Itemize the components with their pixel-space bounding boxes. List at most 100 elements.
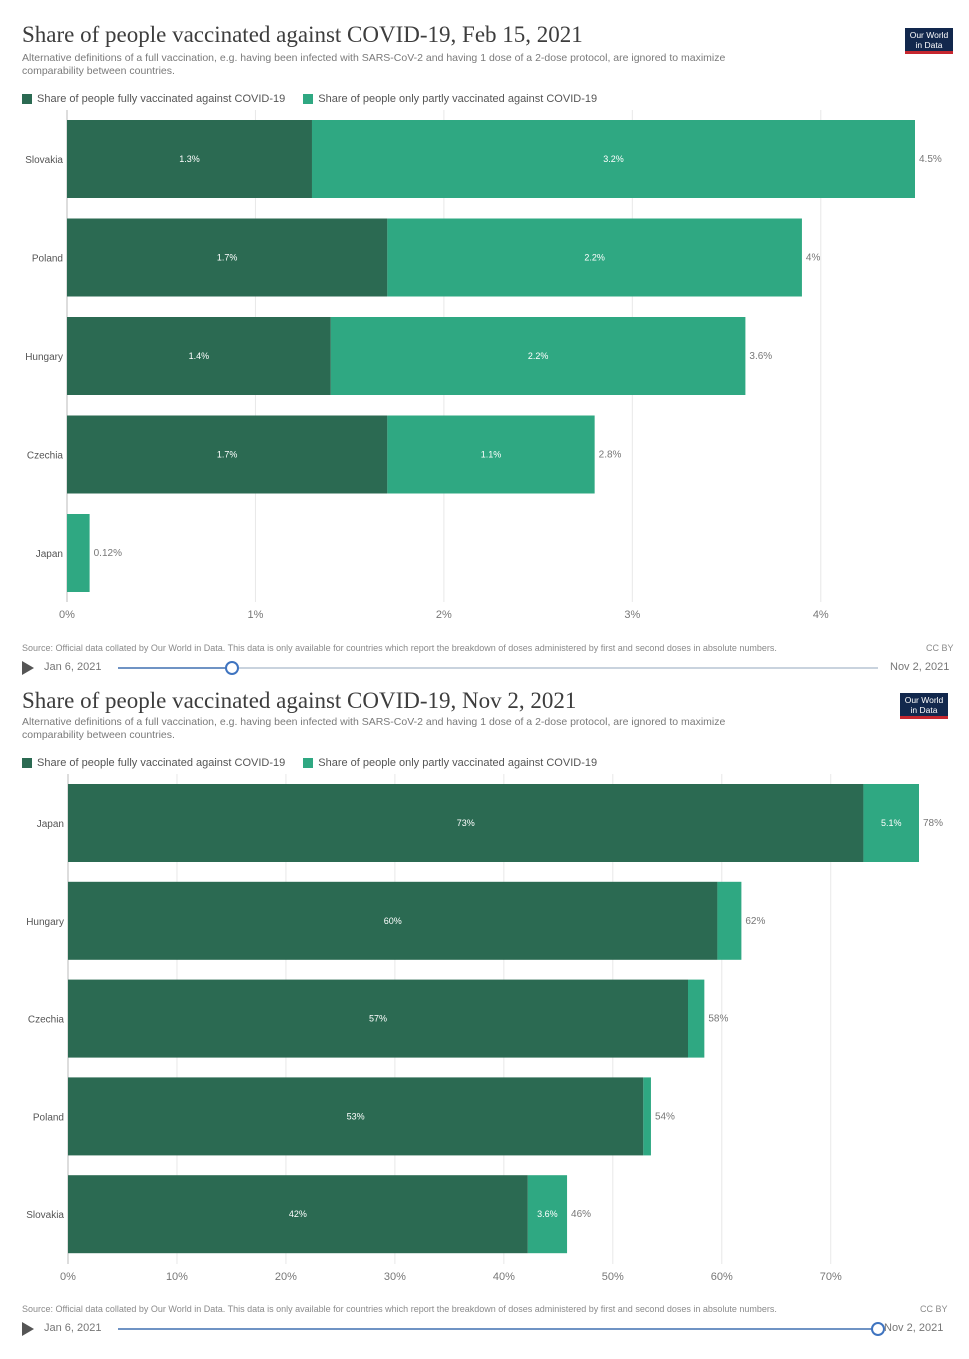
- bar-segment-partly-vaccinated[interactable]: [687, 979, 705, 1058]
- bar-value-label: 3.2%: [603, 154, 624, 164]
- chart-subtitle: Alternative definitions of a full vaccin…: [22, 52, 842, 78]
- bar-segment-partly-vaccinated[interactable]: [311, 120, 915, 198]
- legend-label: Share of people only partly vaccinated a…: [318, 93, 598, 105]
- chart-panel-nov: Share of people vaccinated against COVID…: [0, 680, 969, 1359]
- x-tick-label: 30%: [384, 1271, 406, 1283]
- logo-text-line: Our World: [909, 30, 949, 40]
- logo-text-line: in Data: [910, 705, 938, 715]
- play-icon[interactable]: [22, 661, 34, 675]
- legend-item-partial[interactable]: Share of people only partly vaccinated a…: [303, 757, 597, 769]
- category-label: Hungary: [26, 917, 64, 928]
- x-tick-label: 20%: [275, 1271, 297, 1283]
- x-tick-label: 10%: [166, 1271, 188, 1283]
- bar-segment-partly-vaccinated[interactable]: [387, 218, 802, 297]
- timeline-progress: [118, 1328, 878, 1330]
- bar-segment-fully-vaccinated[interactable]: [67, 415, 388, 494]
- legend-swatch-full: [22, 94, 32, 104]
- bar-total-label: 78%: [923, 818, 943, 829]
- chart-legend: Share of people fully vaccinated against…: [22, 93, 597, 105]
- x-tick-label: 40%: [493, 1271, 515, 1283]
- bar-value-label: 2.2%: [528, 351, 549, 361]
- bar-segment-fully-vaccinated[interactable]: [68, 1077, 644, 1156]
- category-label: Japan: [36, 549, 63, 560]
- legend-item-full[interactable]: Share of people fully vaccinated against…: [22, 93, 285, 105]
- bar-segment-partly-vaccinated[interactable]: [643, 1077, 651, 1156]
- bar-value-label: 42%: [289, 1209, 307, 1219]
- bar-value-label: 5.1%: [881, 818, 902, 828]
- bar-segment-partly-vaccinated[interactable]: [717, 881, 742, 960]
- bar-segment-fully-vaccinated[interactable]: [67, 120, 312, 198]
- legend-item-partial[interactable]: Share of people only partly vaccinated a…: [303, 93, 597, 105]
- bar-total-label: 58%: [708, 1014, 728, 1025]
- legend-item-full[interactable]: Share of people fully vaccinated against…: [22, 757, 285, 769]
- bar-segment-fully-vaccinated[interactable]: [68, 784, 864, 862]
- bar-total-label: 4%: [806, 253, 821, 264]
- x-tick-label: 70%: [820, 1271, 842, 1283]
- bar-segment-fully-vaccinated[interactable]: [68, 881, 718, 960]
- bar-value-label: 1.7%: [217, 450, 238, 460]
- category-label: Slovakia: [25, 155, 63, 166]
- timeline-feb: Jan 6, 2021 Nov 2, 2021: [22, 659, 957, 675]
- timeline-handle[interactable]: [225, 661, 239, 675]
- bar-total-label: 3.6%: [749, 351, 772, 362]
- subtitle-line: comparability between countries.: [22, 729, 175, 741]
- subtitle-line: Alternative definitions of a full vaccin…: [22, 52, 726, 64]
- legend-label: Share of people fully vaccinated against…: [37, 93, 286, 105]
- timeline-track[interactable]: [118, 667, 878, 669]
- bar-value-label: 2.2%: [584, 253, 605, 263]
- play-icon[interactable]: [22, 1322, 34, 1336]
- bar-total-label: 46%: [571, 1209, 591, 1220]
- bar-chart-nov: 0% 10% 20% 30% 40% 50% 60% 70% Japan 73% 5.1% 78% Hu…: [26, 774, 943, 1283]
- bar-segment-fully-vaccinated[interactable]: [67, 218, 388, 297]
- bar-segment-partly-vaccinated[interactable]: [527, 1175, 568, 1254]
- bar-value-label: 60%: [384, 916, 402, 926]
- chart-legend: Share of people fully vaccinated against…: [22, 757, 597, 769]
- chart-source: Source: Official data collated by Our Wo…: [22, 1304, 777, 1314]
- bar-total-label: 4.5%: [919, 154, 942, 165]
- owid-logo[interactable]: Our World in Data: [900, 693, 948, 719]
- bar-total-label: 62%: [745, 916, 765, 927]
- subtitle-line: Alternative definitions of a full vaccin…: [22, 716, 726, 728]
- bar-segment-partly-vaccinated[interactable]: [863, 784, 919, 862]
- bar-segment-fully-vaccinated[interactable]: [68, 1175, 528, 1254]
- legend-swatch-partial: [303, 94, 314, 104]
- legend-swatch-partial: [303, 758, 314, 768]
- x-tick-label: 0%: [60, 1271, 76, 1283]
- timeline-progress: [118, 667, 232, 669]
- bar-chart-feb: 0% 1% 2% 3% 4% Slovakia 1.3% 3.2% 4.5% Poland 1.7%…: [25, 110, 942, 621]
- bar-value-label: 1.3%: [179, 154, 200, 164]
- timeline-end-label: Nov 2, 2021: [884, 1322, 944, 1334]
- bar-segment-partly-vaccinated[interactable]: [67, 514, 90, 592]
- bar-total-label: 54%: [655, 1111, 675, 1122]
- bar-segment-fully-vaccinated[interactable]: [67, 317, 331, 395]
- bar-total-label: 0.12%: [94, 548, 122, 559]
- category-label: Japan: [37, 819, 64, 830]
- bar-value-label: 57%: [369, 1014, 387, 1024]
- timeline-end-label: Nov 2, 2021: [890, 661, 950, 673]
- subtitle-line: comparability between countries.: [22, 65, 175, 77]
- bar-segment-fully-vaccinated[interactable]: [68, 979, 688, 1058]
- category-label: Czechia: [27, 451, 64, 462]
- bar-value-label: 1.1%: [481, 450, 502, 460]
- timeline-start-label: Jan 6, 2021: [44, 661, 102, 673]
- category-label: Poland: [32, 254, 63, 265]
- bar-segment-partly-vaccinated[interactable]: [387, 415, 595, 494]
- bar-total-label: 2.8%: [599, 450, 622, 461]
- legend-label: Share of people fully vaccinated against…: [37, 757, 286, 769]
- chart-title: Share of people vaccinated against COVID…: [22, 688, 577, 713]
- chart-panel-feb: Share of people vaccinated against COVID…: [22, 22, 957, 675]
- x-tick-label: 3%: [624, 609, 640, 621]
- legend-swatch-full: [22, 758, 32, 768]
- bar-segment-partly-vaccinated[interactable]: [330, 317, 746, 395]
- x-tick-label: 1%: [247, 609, 263, 621]
- bar-value-label: 1.4%: [189, 351, 210, 361]
- chart-license[interactable]: CC BY: [926, 643, 954, 653]
- bar-value-label: 73%: [457, 818, 475, 828]
- chart-license[interactable]: CC BY: [920, 1304, 948, 1314]
- x-tick-label: 60%: [711, 1271, 733, 1283]
- x-tick-label: 50%: [602, 1271, 624, 1283]
- timeline-handle[interactable]: [871, 1322, 885, 1336]
- owid-logo[interactable]: Our World in Data: [905, 28, 953, 54]
- logo-text-line: in Data: [915, 40, 943, 50]
- bar-value-label: 3.6%: [537, 1209, 558, 1219]
